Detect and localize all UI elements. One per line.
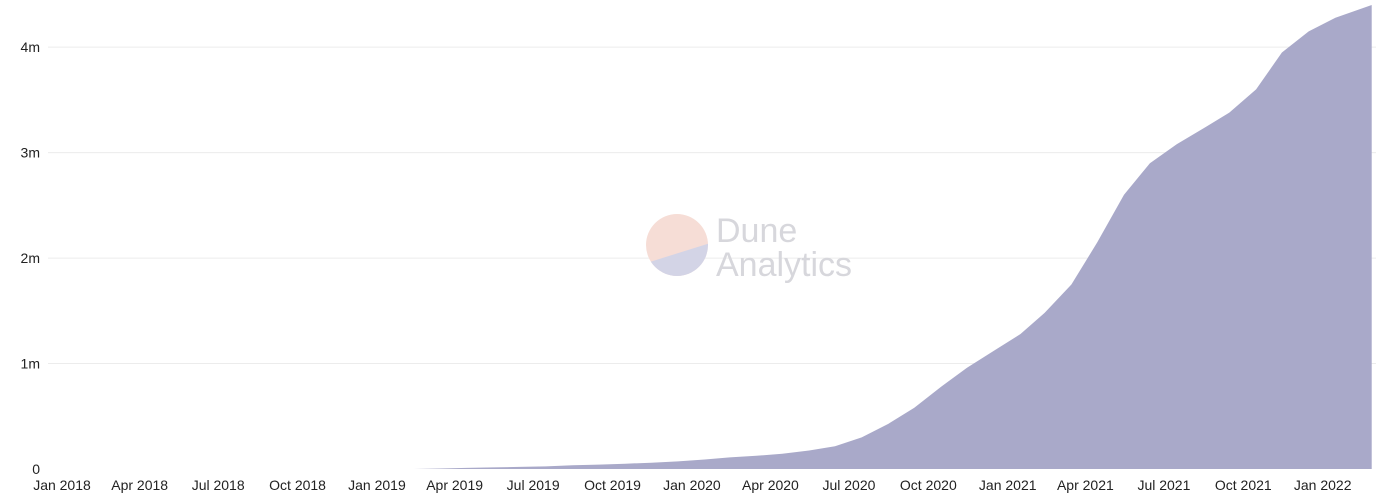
dune-analytics-watermark: Dune Analytics	[646, 212, 852, 284]
x-tick-label: Apr 2021	[1057, 477, 1114, 493]
x-tick-label: Jul 2018	[192, 477, 245, 493]
x-tick-label: Oct 2019	[584, 477, 641, 493]
x-tick-label: Jul 2019	[507, 477, 560, 493]
y-tick-label: 4m	[21, 39, 40, 55]
watermark-line1: Dune	[716, 212, 797, 250]
watermark-line2: Analytics	[716, 246, 852, 284]
x-tick-label: Jan 2018	[33, 477, 91, 493]
y-tick-label: 3m	[21, 145, 40, 161]
area-series	[413, 5, 1372, 469]
x-tick-label: Oct 2021	[1215, 477, 1272, 493]
x-tick-label: Jul 2020	[822, 477, 875, 493]
x-tick-label: Apr 2019	[426, 477, 483, 493]
area-series-0	[413, 5, 1372, 469]
x-tick-label: Jul 2021	[1137, 477, 1190, 493]
dune-logo-icon	[646, 214, 708, 276]
x-tick-label: Apr 2018	[111, 477, 168, 493]
y-tick-label: 2m	[21, 250, 40, 266]
x-tick-label: Jan 2019	[348, 477, 406, 493]
y-axis-ticks: 0 1m 2m 3m 4m	[21, 39, 41, 477]
x-tick-label: Oct 2020	[900, 477, 957, 493]
x-tick-label: Apr 2020	[742, 477, 799, 493]
y-tick-label: 1m	[21, 356, 40, 372]
x-tick-label: Jan 2021	[979, 477, 1037, 493]
y-tick-label: 0	[32, 461, 40, 477]
x-tick-label: Oct 2018	[269, 477, 326, 493]
x-tick-label: Jan 2020	[663, 477, 721, 493]
x-tick-label: Jan 2022	[1294, 477, 1352, 493]
x-axis-ticks: Jan 2018 Apr 2018 Jul 2018 Oct 2018 Jan 2019…	[33, 477, 1352, 493]
